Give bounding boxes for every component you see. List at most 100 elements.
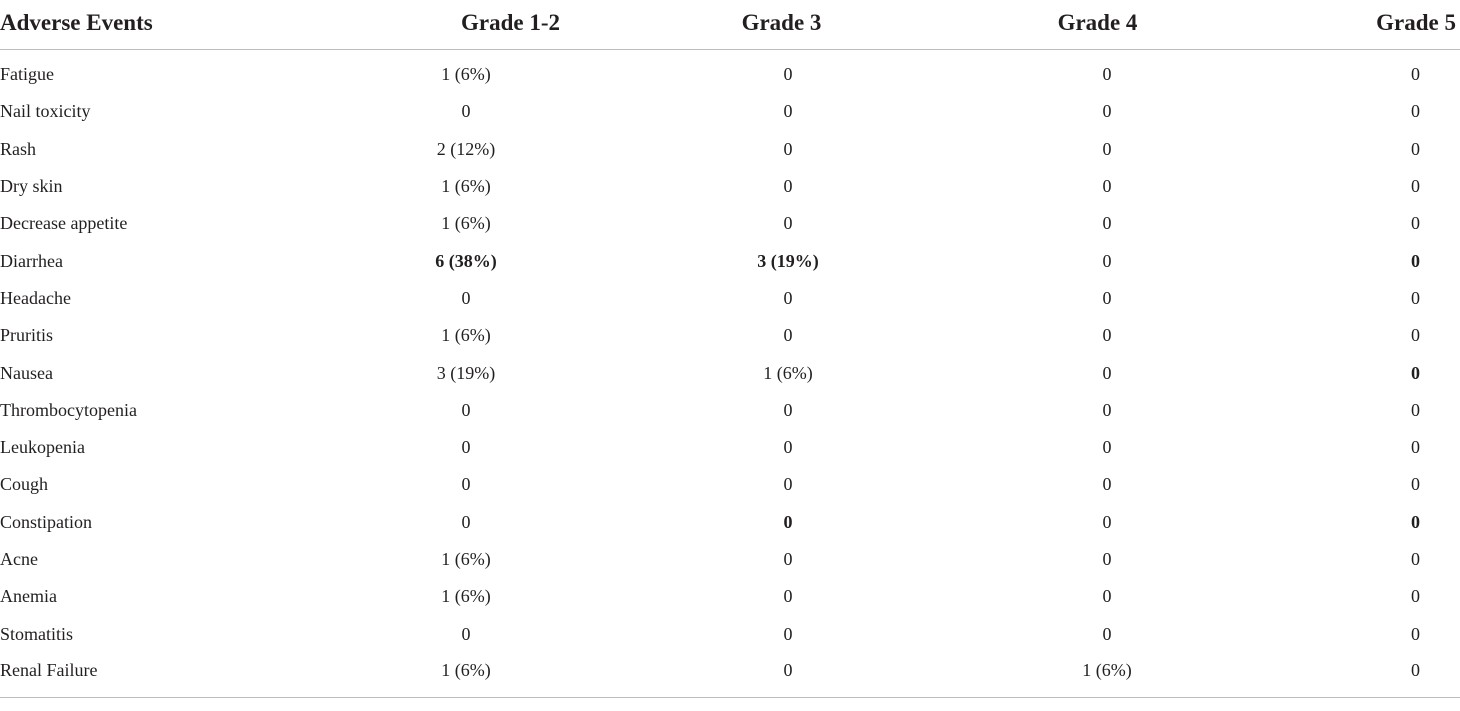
grade-1-2-cell: 0 (320, 392, 591, 429)
table-row: Stomatitis 0 0 0 0 (0, 615, 1460, 652)
header-grade-4: Grade 4 (972, 0, 1223, 50)
event-name-cell-text: Nail toxicity (0, 101, 91, 122)
event-name-cell: Headache (0, 280, 320, 317)
grade-4-cell-text: 0 (1102, 213, 1112, 234)
grade-1-2-cell: 3 (19%) (320, 354, 591, 391)
grade-4-cell: 0 (972, 280, 1223, 317)
header-grade-1-2: Grade 1-2 (320, 0, 591, 50)
grade-4-cell: 0 (972, 168, 1223, 205)
event-name-cell: Pruritis (0, 317, 320, 354)
grade-5-cell-text: 0 (1411, 64, 1420, 85)
grade-3-cell-text: 0 (783, 660, 793, 681)
event-name-cell-text: Fatigue (0, 64, 54, 85)
grade-1-2-cell: 0 (320, 280, 591, 317)
grade-1-2-cell: 1 (6%) (320, 317, 591, 354)
grade-1-2-cell-text: 0 (461, 101, 471, 122)
grade-3-cell: 1 (6%) (591, 354, 972, 391)
table-body: Fatigue 1 (6%) 0 0 0 Nail toxicity 0 0 0 0 Rash 2 (… (0, 50, 1460, 698)
header-row: Adverse Events Grade 1-2 Grade 3 Grade 4… (0, 0, 1460, 50)
grade-5-cell: 0 (1223, 93, 1460, 130)
grade-3-cell-text: 0 (783, 511, 793, 532)
header-grade-3: Grade 3 (591, 0, 972, 50)
grade-1-2-cell: 0 (320, 504, 591, 541)
event-name-cell: Cough (0, 466, 320, 503)
grade-3-cell-text: 0 (783, 213, 793, 234)
grade-4-cell: 0 (972, 93, 1223, 130)
grade-5-cell: 0 (1223, 504, 1460, 541)
grade-3-cell-text: 0 (783, 176, 793, 197)
grade-4-cell-text: 0 (1102, 362, 1112, 383)
grade-5-cell-text: 0 (1411, 250, 1420, 271)
event-name-cell-text: Constipation (0, 511, 93, 532)
grade-3-cell: 0 (591, 50, 972, 94)
event-name-cell: Leukopenia (0, 429, 320, 466)
grade-4-cell-text: 0 (1102, 64, 1112, 85)
grade-5-cell-text: 0 (1411, 362, 1420, 383)
grade-4-cell: 0 (972, 392, 1223, 429)
grade-3-cell: 0 (591, 578, 972, 615)
grade-5-cell-text: 0 (1411, 623, 1420, 644)
table-row: Dry skin 1 (6%) 0 0 0 (0, 168, 1460, 205)
grade-3-cell-text: 3 (19%) (757, 250, 819, 271)
grade-3-cell: 0 (591, 93, 972, 130)
table-row: Fatigue 1 (6%) 0 0 0 (0, 50, 1460, 94)
event-name-cell: Thrombocytopenia (0, 392, 320, 429)
grade-1-2-cell: 6 (38%) (320, 242, 591, 279)
grade-4-cell-text: 0 (1102, 250, 1112, 271)
grade-4-cell-text: 0 (1102, 437, 1112, 458)
event-name-cell: Acne (0, 541, 320, 578)
grade-3-cell-text: 0 (783, 549, 793, 569)
grade-5-cell: 0 (1223, 205, 1460, 242)
grade-1-2-cell-text: 1 (6%) (441, 586, 491, 607)
grade-4-cell: 0 (972, 504, 1223, 541)
grade-3-cell: 3 (19%) (591, 242, 972, 279)
grade-1-2-cell: 0 (320, 466, 591, 503)
event-name-cell-text: Renal Failure (0, 660, 98, 681)
grade-1-2-cell-text: 1 (6%) (441, 176, 491, 197)
grade-4-cell: 0 (972, 354, 1223, 391)
grade-4-cell-text: 1 (6%) (1082, 660, 1132, 681)
grade-3-cell: 0 (591, 429, 972, 466)
grade-5-cell-text: 0 (1411, 511, 1420, 532)
grade-1-2-cell: 1 (6%) (320, 205, 591, 242)
grade-1-2-cell: 1 (6%) (320, 578, 591, 615)
grade-3-cell: 0 (591, 504, 972, 541)
grade-4-cell-text: 0 (1102, 474, 1112, 495)
grade-5-cell-text: 0 (1411, 549, 1420, 569)
grade-5-cell: 0 (1223, 168, 1460, 205)
event-name-cell: Fatigue (0, 50, 320, 94)
event-name-cell: Dry skin (0, 168, 320, 205)
grade-3-cell: 0 (591, 541, 972, 578)
grade-4-cell-text: 0 (1102, 176, 1112, 197)
grade-1-2-cell-text: 1 (6%) (441, 213, 491, 234)
table-row: Thrombocytopenia 0 0 0 0 (0, 392, 1460, 429)
grade-1-2-cell-text: 0 (461, 287, 471, 308)
grade-1-2-cell: 1 (6%) (320, 652, 591, 698)
event-name-cell: Diarrhea (0, 242, 320, 279)
event-name-cell: Constipation (0, 504, 320, 541)
table-row: Headache 0 0 0 0 (0, 280, 1460, 317)
grade-4-cell: 0 (972, 205, 1223, 242)
event-name-cell-text: Decrease appetite (0, 213, 128, 234)
grade-3-cell-text: 0 (783, 623, 793, 644)
grade-4-cell: 0 (972, 50, 1223, 94)
grade-3-cell-text: 0 (783, 437, 793, 458)
event-name-cell-text: Leukopenia (0, 437, 85, 458)
grade-3-cell: 0 (591, 280, 972, 317)
grade-5-cell-text: 0 (1411, 287, 1420, 308)
table-row: Renal Failure 1 (6%) 0 1 (6%) 0 (0, 652, 1460, 698)
grade-5-cell: 0 (1223, 541, 1460, 578)
grade-5-cell-text: 0 (1411, 586, 1420, 607)
grade-4-cell: 0 (972, 131, 1223, 168)
grade-4-cell-text: 0 (1102, 138, 1112, 159)
grade-1-2-cell-text: 0 (461, 511, 471, 532)
grade-3-cell: 0 (591, 466, 972, 503)
grade-4-cell: 0 (972, 317, 1223, 354)
grade-1-2-cell-text: 0 (461, 623, 471, 644)
grade-1-2-cell-text: 2 (12%) (436, 138, 496, 159)
table-row: Nail toxicity 0 0 0 0 (0, 93, 1460, 130)
grade-3-cell-text: 0 (783, 325, 793, 346)
grade-3-cell: 0 (591, 131, 972, 168)
event-name-cell-text: Rash (0, 138, 36, 159)
event-name-cell-text: Stomatitis (0, 623, 74, 644)
